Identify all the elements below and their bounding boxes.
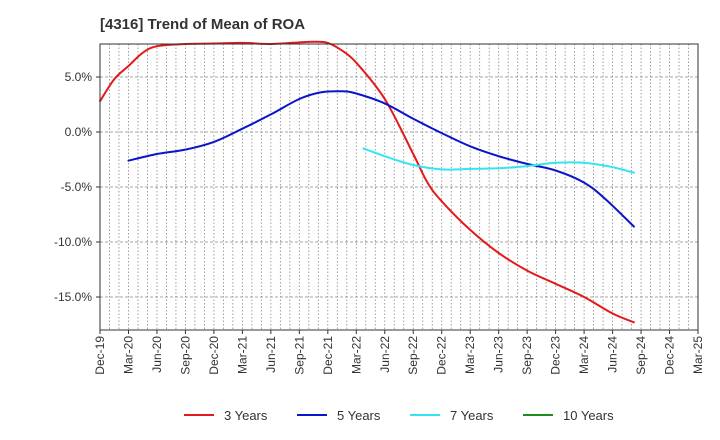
x-tick-label: Jun-22 [378,336,392,373]
x-tick-label: Jun-20 [150,336,164,373]
plot-area-frame [99,43,699,331]
y-tick-label: -15.0% [54,290,92,304]
x-tick-label: Mar-20 [121,336,135,374]
y-tick-label: -5.0% [61,180,93,194]
y-axis-ticks: 5.0% 0.0% -5.0% -10.0% -15.0% [54,70,100,304]
x-tick-label: Dec-19 [93,336,107,375]
x-tick-label: Sep-24 [634,336,648,375]
x-tick-label: Dec-20 [207,336,221,375]
x-tick-label: Mar-24 [577,336,591,374]
y-tick-label: 0.0% [65,125,93,139]
x-tick-label: Jun-23 [492,336,506,373]
x-tick-label: Dec-24 [663,336,677,375]
x-tick-label: Sep-20 [178,336,192,375]
y-tick-label: 5.0% [65,70,93,84]
legend-label-3-years: 3 Years [224,408,268,423]
series-layer [99,40,635,324]
x-tick-label: Jun-21 [264,336,278,373]
grid-layer [100,44,698,330]
legend-label-10-years: 10 Years [563,408,614,423]
x-tick-label: Dec-23 [549,336,563,375]
legend: 3 Years 5 Years 7 Years 10 Years [184,408,614,423]
x-tick-label: Mar-23 [463,336,477,374]
series-line-5-years [127,90,635,228]
x-tick-label: Sep-22 [406,336,420,375]
x-tick-label: Mar-22 [349,336,363,374]
x-axis-ticks: Dec-19 Mar-20 Jun-20 Sep-20 Dec-20 Mar-21 Jun-… [93,330,705,375]
series-line-3-years [99,40,635,324]
x-tick-label: Dec-22 [435,336,449,375]
x-tick-label: Dec-21 [321,336,335,375]
x-tick-label: Sep-23 [520,336,534,375]
x-tick-label: Jun-24 [606,336,620,373]
x-tick-label: Mar-25 [691,336,705,374]
legend-label-5-years: 5 Years [337,408,381,423]
x-tick-label: Sep-21 [292,336,306,375]
y-tick-label: -10.0% [54,235,92,249]
series-line-7-years [362,147,635,174]
legend-label-7-years: 7 Years [450,408,494,423]
x-tick-label: Mar-21 [235,336,249,374]
chart-title: [4316] Trend of Mean of ROA [100,16,305,33]
